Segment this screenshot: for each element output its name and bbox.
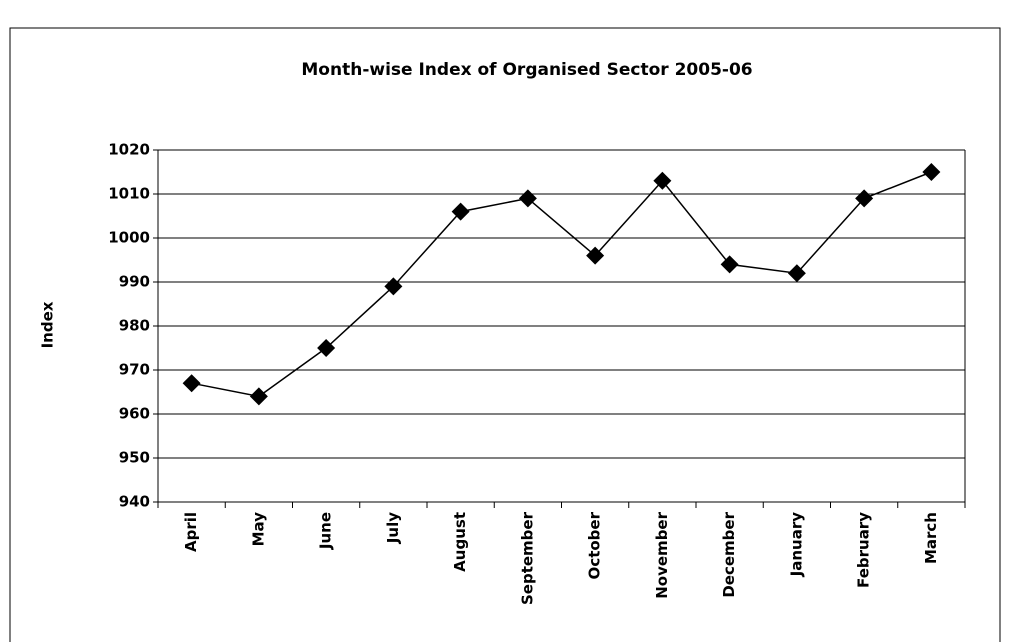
- data-marker: [518, 189, 537, 208]
- x-tick-label: February: [855, 512, 873, 588]
- data-line: [191, 171, 932, 398]
- chart-title: Month-wise Index of Organised Sector 200…: [301, 60, 752, 80]
- x-tick-label: March: [922, 512, 940, 564]
- x-tick-label: May: [249, 512, 267, 547]
- data-marker: [653, 171, 672, 190]
- x-tick-label: November: [653, 511, 671, 598]
- chart-border: [9, 27, 1001, 642]
- data-marker: [787, 264, 806, 283]
- y-tick-label: 1000: [108, 229, 150, 247]
- data-marker: [922, 163, 941, 181]
- x-tick-label: October: [586, 511, 604, 579]
- y-tick-label: 970: [119, 361, 150, 379]
- data-marker: [451, 202, 470, 221]
- x-tick-label: December: [720, 511, 738, 597]
- x-tick-label: April: [182, 512, 200, 552]
- x-tick-label: September: [518, 511, 536, 605]
- x-tick-label: June: [317, 512, 335, 550]
- data-marker: [249, 387, 268, 406]
- y-axis-label: Index: [39, 301, 57, 348]
- data-marker: [182, 374, 201, 393]
- data-marker: [317, 339, 336, 357]
- y-tick-label: 960: [119, 405, 150, 423]
- x-tick-label: January: [787, 512, 805, 578]
- data-marker: [586, 246, 605, 265]
- data-marker: [384, 277, 403, 296]
- x-tick-label: July: [384, 512, 402, 544]
- x-tick-label: August: [451, 512, 469, 572]
- y-tick-label: 990: [119, 273, 150, 291]
- y-tick-label: 1020: [108, 141, 150, 159]
- y-tick-label: 940: [119, 493, 150, 511]
- y-tick-label: 1010: [108, 185, 150, 203]
- y-tick-label: 980: [119, 317, 150, 335]
- data-marker: [855, 189, 874, 208]
- y-tick-label: 950: [119, 449, 150, 467]
- data-marker: [720, 255, 739, 274]
